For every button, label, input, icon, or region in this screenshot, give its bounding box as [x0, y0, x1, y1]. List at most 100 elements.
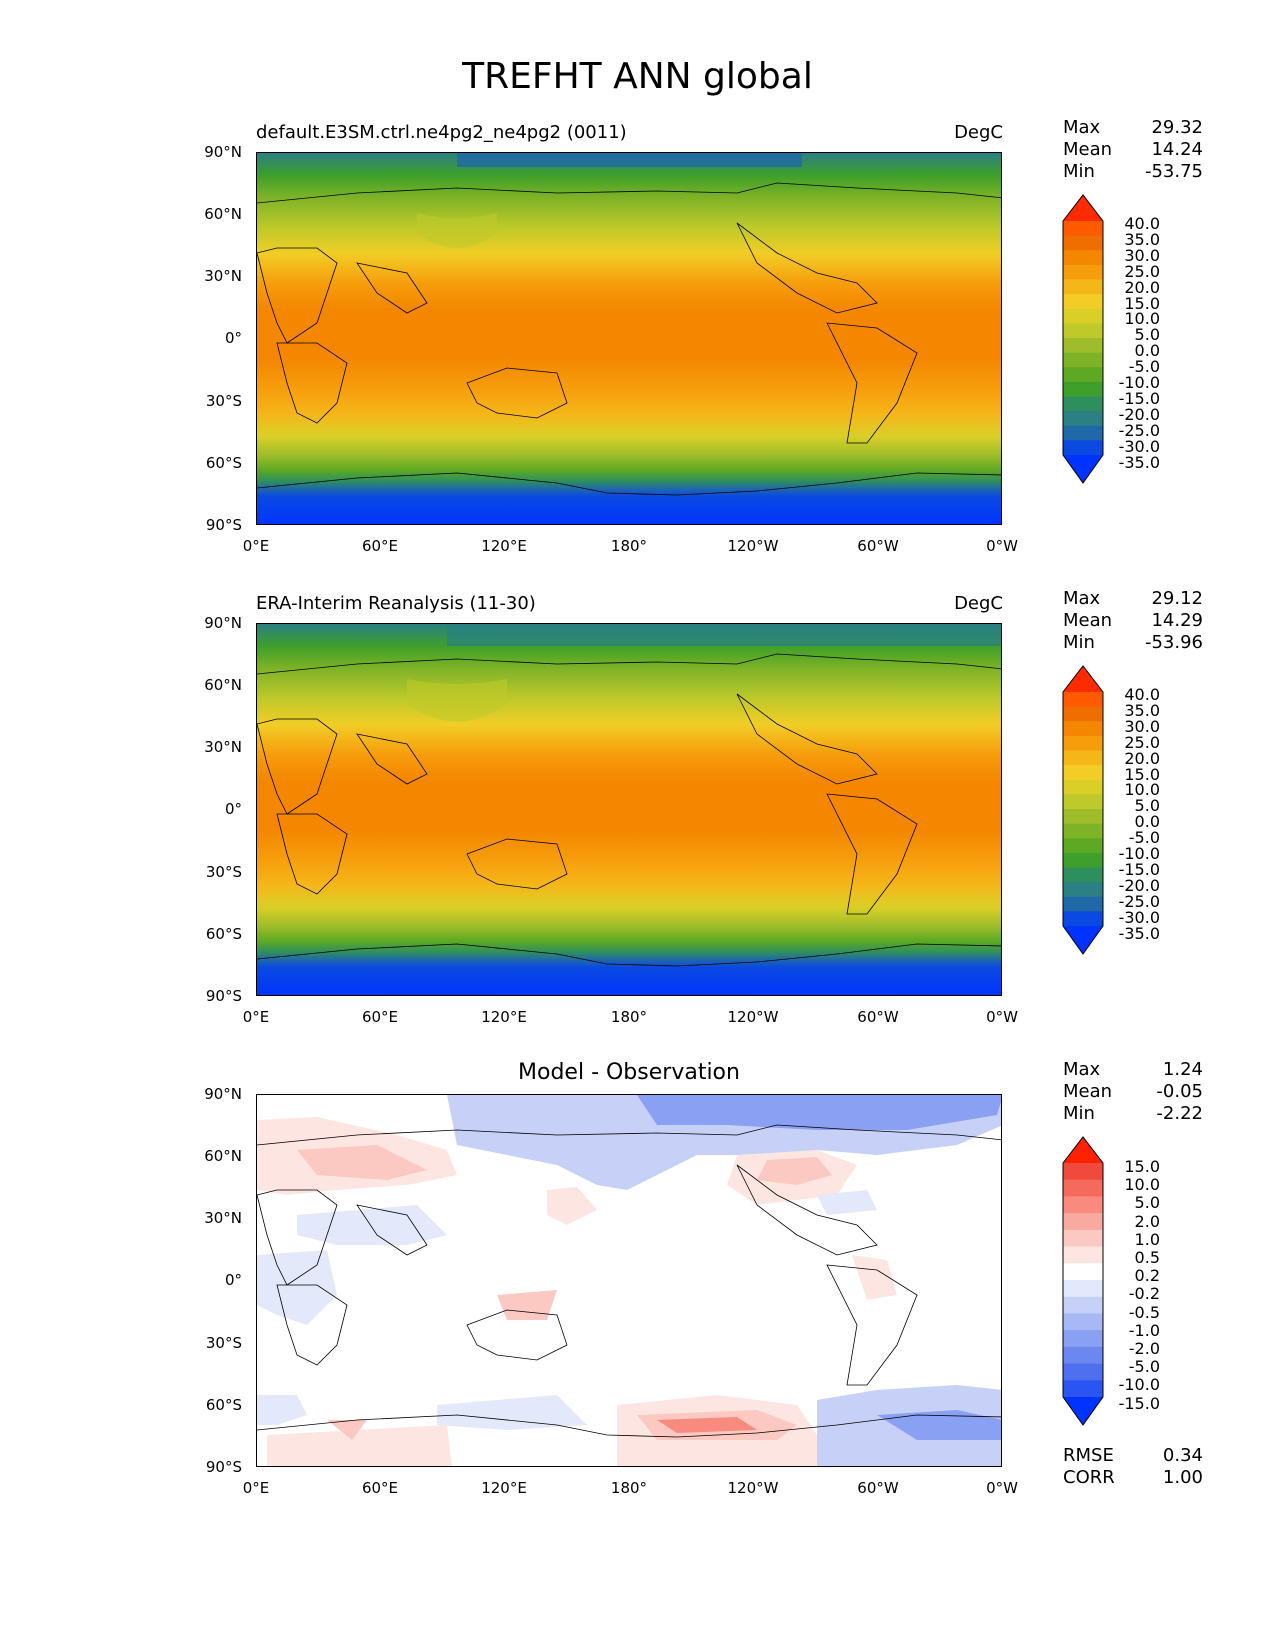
colorbar-segment [1063, 896, 1103, 912]
colorbar-segment [1063, 1263, 1103, 1281]
colorbar-tick-label: 0.0 [1134, 812, 1160, 832]
model-title: default.E3SM.ctrl.ne4pg2_ne4pg2 (0011) [256, 122, 627, 143]
colorbar-tick-label: -10.0 [1118, 1375, 1160, 1395]
colorbar-tick-label: -5.0 [1128, 357, 1160, 377]
colorbar-segment [1063, 1363, 1103, 1381]
ytick-label: 90°N [204, 1085, 242, 1103]
xtick-label: 0°E [242, 537, 270, 555]
diff-map-svg [257, 1095, 1001, 1466]
diff-title: Model - Observation [518, 1060, 740, 1085]
stat-label: Min [1063, 161, 1095, 182]
colorbar-tick-label: 0.2 [1134, 1266, 1160, 1286]
diff-panel: Model - Observation [0, 0, 1275, 1497]
stat-value: 0.34 [1162, 1445, 1203, 1466]
ytick-label: 0° [224, 800, 242, 818]
ytick-label: 90°S [205, 1458, 242, 1476]
colorbar-segment [1063, 1196, 1103, 1214]
colorbar-outline [1062, 665, 1104, 955]
colorbar-tick-label: -5.0 [1128, 828, 1160, 848]
obs-colorbar [1062, 665, 1104, 955]
colorbar-tick-label: 15.0 [1124, 1157, 1160, 1176]
colorbar-extend-min [1063, 1397, 1103, 1425]
model-panel: default.E3SM.ctrl.ne4pg2_ne4pg2 (0011) D… [0, 0, 1275, 555]
xtick-label: 60°W [857, 537, 899, 555]
colorbar-segment [1063, 911, 1103, 927]
xtick-label: 0°W [986, 1008, 1018, 1026]
colorbar-tick-label: 15.0 [1124, 293, 1160, 313]
stat-value: -0.05 [1156, 1081, 1203, 1102]
ytick-label: 30°S [205, 392, 242, 410]
stat-label: Min [1063, 632, 1095, 653]
stat-value: 14.29 [1151, 610, 1203, 631]
colorbar-segment [1063, 838, 1103, 854]
ytick-label: 90°N [204, 143, 242, 161]
colorbar-segment [1063, 1330, 1103, 1348]
colorbar-segment [1063, 823, 1103, 839]
ytick-label: 30°S [205, 863, 242, 881]
diff-map [256, 1094, 1002, 1467]
xtick-label: 180° [610, 1479, 648, 1497]
colorbar-tick-label: 10.0 [1124, 780, 1160, 800]
colorbar-segment [1063, 396, 1103, 412]
colorbar-tick-label: 5.0 [1134, 796, 1160, 816]
colorbar-segment [1063, 882, 1103, 898]
colorbar-tick-label: 10.0 [1124, 309, 1160, 329]
ytick-label: 90°N [204, 614, 242, 632]
stat-label: Max [1063, 1059, 1101, 1080]
model-units: DegC [954, 122, 1003, 143]
xtick-label: 120°W [727, 1479, 779, 1497]
colorbar-segment [1063, 250, 1103, 266]
ytick-label: 30°N [204, 267, 242, 285]
obs-units: DegC [954, 593, 1003, 614]
ytick-label: 60°N [204, 205, 242, 223]
obs-title: ERA-Interim Reanalysis (11-30) [256, 593, 536, 614]
figure-title: TREFHT ANN global [462, 56, 813, 97]
colorbar-segment [1063, 735, 1103, 751]
colorbar-extend-max [1063, 195, 1103, 221]
colorbar-tick-label: -2.0 [1128, 1339, 1160, 1359]
colorbar-segment [1063, 794, 1103, 810]
xtick-label: 60°W [857, 1008, 899, 1026]
ytick-label: 30°N [204, 738, 242, 756]
colorbar-segment [1063, 235, 1103, 251]
colorbar-segment [1063, 779, 1103, 795]
colorbar-segment [1063, 1213, 1103, 1231]
colorbar-tick-label: 20.0 [1124, 277, 1160, 297]
colorbar-tick-label: 5.0 [1134, 325, 1160, 345]
colorbar-segment [1063, 411, 1103, 427]
colorbar-segment [1063, 1346, 1103, 1365]
colorbar-segment [1063, 221, 1103, 237]
xtick-label: 120°E [481, 1479, 527, 1497]
obs-panel: ERA-Interim Reanalysis (11-30) DegC [0, 0, 1275, 1026]
colorbar-segment [1063, 323, 1103, 339]
colorbar-tick-label: 25.0 [1124, 732, 1160, 752]
colorbar-segment [1063, 264, 1103, 280]
colorbar-segment [1063, 367, 1103, 383]
colorbar-tick-label: 0.5 [1134, 1248, 1160, 1268]
colorbar-tick-label: -20.0 [1118, 875, 1160, 895]
colorbar-segment [1063, 706, 1103, 722]
colorbar-tick-label: 1.0 [1134, 1229, 1160, 1249]
colorbar-tick-label: -25.0 [1118, 891, 1160, 911]
colorbar-tick-label: -35.0 [1118, 452, 1160, 472]
stat-value: 29.32 [1151, 117, 1203, 138]
colorbar-segment [1063, 1313, 1103, 1331]
colorbar-tick-label: -15.0 [1118, 388, 1160, 408]
stat-value: 1.00 [1162, 1467, 1203, 1488]
colorbar-tick-label: -0.2 [1128, 1284, 1160, 1304]
diff-extra-stats: RMSE 0.34 CORR 1.00 [1063, 1445, 1203, 1489]
colorbar-segment [1063, 750, 1103, 766]
colorbar-segment [1063, 352, 1103, 368]
colorbar-segment [1063, 1163, 1103, 1181]
stat-label: Max [1063, 117, 1101, 138]
stat-label: CORR [1063, 1467, 1115, 1488]
xtick-label: 0°E [242, 1008, 270, 1026]
colorbar-segment [1063, 308, 1103, 324]
colorbar-tick-label: 40.0 [1124, 685, 1160, 704]
xtick-label: 120°W [727, 537, 779, 555]
colorbar-extend-max [1063, 666, 1103, 692]
colorbar-tick-label: 30.0 [1124, 245, 1160, 265]
xtick-label: 120°W [727, 1008, 779, 1026]
colorbar-tick-label: 35.0 [1124, 229, 1160, 249]
colorbar-segment [1063, 867, 1103, 883]
